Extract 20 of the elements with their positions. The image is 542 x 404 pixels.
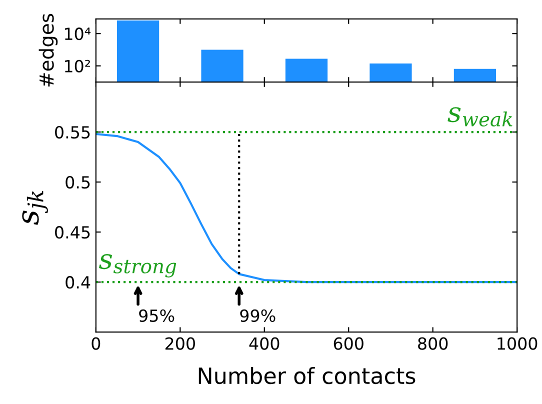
ref-line-label: s$_{strong}$ xyxy=(99,254,176,278)
x-tick-label: 200 xyxy=(165,337,195,350)
x-tick-label: 800 xyxy=(418,337,448,350)
y-tick-label: 0.45 xyxy=(55,226,90,239)
y-tick-label: 10⁴ xyxy=(65,28,91,40)
x-tick-label: 0 xyxy=(92,337,100,350)
x-axis-title: Number of contacts xyxy=(198,366,416,384)
annotation: 99% xyxy=(240,309,276,322)
x-tick-label: 600 xyxy=(334,337,364,350)
annotation: 95% xyxy=(139,309,174,322)
x-tick-label: 1000 xyxy=(498,337,538,350)
y-tick-label: 0.5 xyxy=(66,176,90,189)
y-tick-label: 0.4 xyxy=(66,276,90,289)
y-tick-label: 10² xyxy=(65,60,90,72)
line-series xyxy=(96,132,518,284)
ref-line-label: s$_{weak}$ xyxy=(448,107,512,126)
y-axis-title: #edges xyxy=(38,14,58,87)
y-axis-title: s$_{jk}$ xyxy=(22,190,48,225)
y-tick-label: 0.55 xyxy=(55,126,90,139)
x-tick-label: 400 xyxy=(249,337,280,350)
